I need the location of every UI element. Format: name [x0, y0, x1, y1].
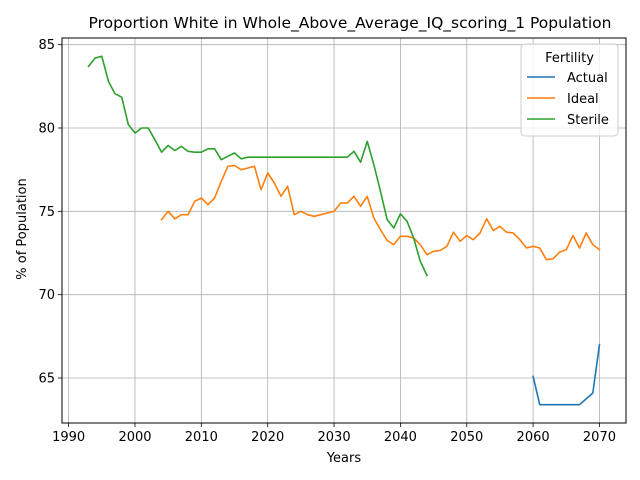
- x-tick-label: 1990: [52, 430, 85, 445]
- y-axis: 65 70 75 80 85: [38, 38, 62, 387]
- y-axis-label: % of Population: [15, 178, 30, 279]
- x-tick-label: 2040: [384, 430, 417, 445]
- legend-label-ideal: Ideal: [567, 92, 599, 107]
- x-tick-label: 2020: [251, 430, 284, 445]
- x-tick-label: 2030: [318, 430, 351, 445]
- legend: Fertility Actual Ideal Sterile: [520, 43, 619, 137]
- series-line-actual: [532, 343, 601, 406]
- legend-box: [520, 43, 619, 137]
- x-tick-label: 2010: [185, 430, 218, 445]
- x-tick-label: 2050: [450, 430, 483, 445]
- legend-label-actual: Actual: [567, 71, 608, 86]
- legend-label-sterile: Sterile: [567, 113, 609, 128]
- chart-title: Proportion White in Whole_Above_Average_…: [89, 14, 612, 33]
- x-axis: 1990 2000 2010 2020 2030 2040 2050 2060 2070: [52, 423, 616, 445]
- y-tick-label: 65: [38, 372, 55, 387]
- y-tick-label: 80: [38, 122, 55, 137]
- x-tick-label: 2000: [118, 430, 151, 445]
- plot-frame: [61, 37, 627, 424]
- y-tick-label: 75: [38, 205, 55, 220]
- series-layer: [87, 55, 601, 406]
- y-tick-label: 85: [38, 38, 55, 53]
- x-axis-label: Years: [326, 451, 362, 466]
- x-tick-label: 2070: [583, 430, 616, 445]
- x-tick-label: 2060: [517, 430, 550, 445]
- legend-title: Fertility: [545, 51, 594, 66]
- series-line-ideal: [160, 164, 601, 261]
- y-tick-label: 70: [38, 288, 55, 303]
- series-line-sterile: [87, 55, 429, 277]
